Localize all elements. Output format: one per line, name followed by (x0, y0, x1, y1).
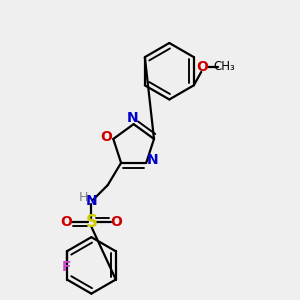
Text: F: F (62, 260, 72, 274)
Text: O: O (196, 60, 208, 74)
Text: H: H (78, 191, 88, 204)
Text: N: N (126, 111, 138, 124)
Text: O: O (61, 215, 73, 229)
Text: CH₃: CH₃ (213, 60, 235, 73)
Text: O: O (110, 215, 122, 229)
Text: N: N (147, 154, 159, 167)
Text: N: N (85, 194, 97, 208)
Text: S: S (85, 213, 98, 231)
Text: O: O (100, 130, 112, 144)
